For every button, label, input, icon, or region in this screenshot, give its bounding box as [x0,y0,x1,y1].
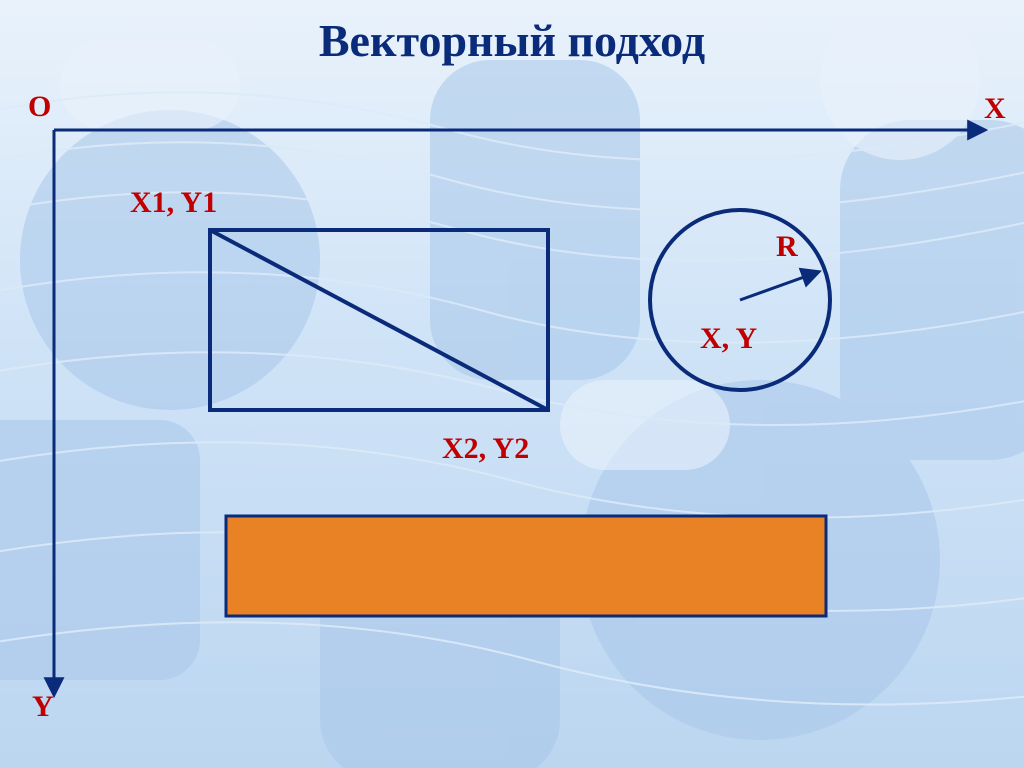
slide: Векторный подход О Х Y X1, Y1 X2, Y2 X, … [0,0,1024,768]
rectangle-shape [210,230,548,410]
orange-bar [226,516,826,616]
circle-shape [650,210,830,390]
rectangle-diagonal [210,230,548,410]
diagram-svg [0,0,1024,768]
content-layer: Векторный подход О Х Y X1, Y1 X2, Y2 X, … [0,0,1024,768]
radius-arrow [740,272,818,300]
